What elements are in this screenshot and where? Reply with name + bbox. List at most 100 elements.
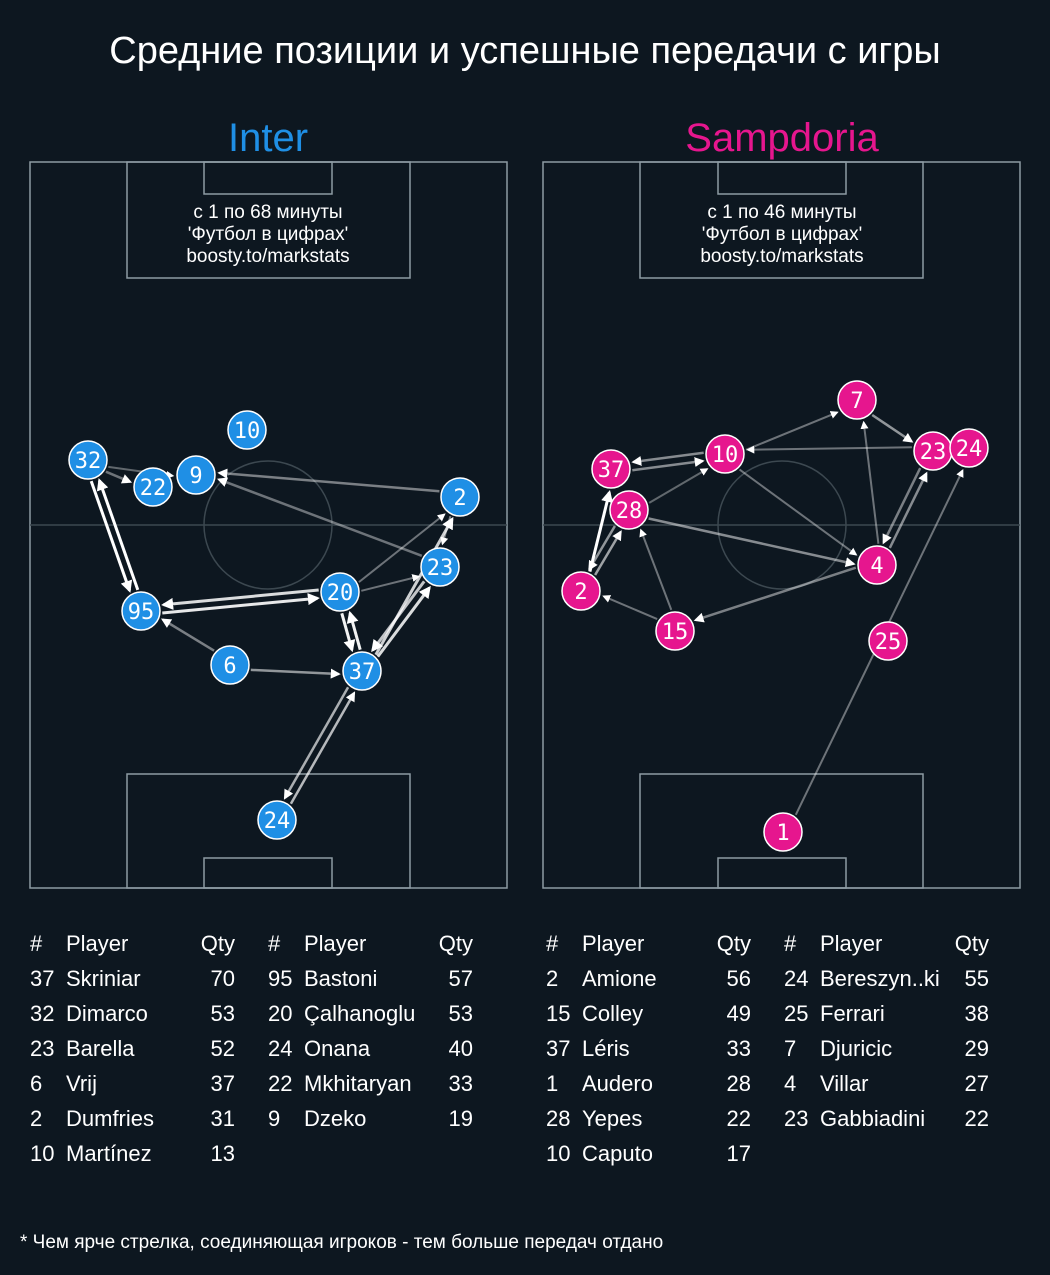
pass-arrow bbox=[340, 612, 356, 653]
player-number: 32 bbox=[30, 1001, 55, 1026]
player-marker bbox=[655, 611, 695, 651]
player-node: 95 bbox=[121, 591, 161, 631]
player-marker bbox=[561, 571, 601, 611]
player-number: 10 bbox=[30, 1141, 55, 1166]
player-number: 23 bbox=[30, 1036, 55, 1061]
info-line-sampdoria: 'Футбол в цифрах' bbox=[702, 224, 862, 245]
player-number: 22 bbox=[268, 1071, 293, 1096]
player-name: Amione bbox=[582, 966, 657, 991]
player-number-label: 10 bbox=[234, 419, 261, 444]
header-qty: Qty bbox=[200, 931, 235, 956]
table-row: 32 Dimarco 53 bbox=[30, 1000, 235, 1035]
player-number: 15 bbox=[546, 1001, 571, 1026]
pass-quantity: 28 bbox=[726, 1071, 751, 1096]
player-number-label: 6 bbox=[223, 654, 236, 679]
player-marker bbox=[705, 434, 745, 474]
player-number-label: 15 bbox=[662, 620, 689, 645]
table-row: 28 Yepes 22 bbox=[546, 1105, 751, 1140]
player-name: Caputo bbox=[582, 1141, 653, 1166]
header-player: Player bbox=[66, 931, 129, 956]
player-node: 28 bbox=[609, 490, 649, 530]
player-number: 23 bbox=[784, 1106, 809, 1131]
player-number-label: 32 bbox=[75, 449, 102, 474]
header-player: Player bbox=[820, 931, 883, 956]
pass-quantity: 57 bbox=[448, 966, 473, 991]
pass-quantity: 22 bbox=[726, 1106, 751, 1131]
player-name: Bereszyn..ki bbox=[820, 966, 940, 991]
table-row: 1 Audero 28 bbox=[546, 1070, 751, 1105]
player-number-label: 2 bbox=[453, 486, 466, 511]
player-marker bbox=[342, 651, 382, 691]
player-marker bbox=[949, 428, 989, 468]
pass-quantity: 31 bbox=[210, 1106, 235, 1131]
player-number: 24 bbox=[784, 966, 809, 991]
table-row: 20 Çalhanoglu 53 bbox=[268, 1000, 473, 1035]
player-marker bbox=[868, 621, 908, 661]
player-node: 24 bbox=[949, 428, 989, 468]
player-number-label: 37 bbox=[598, 458, 625, 483]
player-marker bbox=[763, 812, 803, 852]
pass-arrow bbox=[440, 515, 452, 546]
player-name: Dumfries bbox=[66, 1106, 155, 1131]
player-node: 2 bbox=[440, 477, 480, 517]
table-row: 95 Bastoni 57 bbox=[268, 965, 473, 1000]
pass-table-inter-col2: # Player Qty 95 Bastoni 57 20 Çalhanoglu 53 24… bbox=[268, 930, 473, 1140]
player-number-label: 28 bbox=[616, 499, 643, 524]
player-name: Mkhitaryan bbox=[304, 1071, 412, 1096]
pass-arrow bbox=[648, 468, 709, 504]
player-number: 10 bbox=[546, 1141, 571, 1166]
player-node: 37 bbox=[342, 651, 382, 691]
pass-arrow bbox=[888, 471, 928, 549]
player-name: Vrij bbox=[66, 1071, 97, 1096]
pass-arrow bbox=[96, 478, 140, 591]
pass-arrow bbox=[745, 411, 839, 451]
header-qty: Qty bbox=[716, 931, 751, 956]
player-marker bbox=[210, 645, 250, 685]
player-marker bbox=[257, 800, 297, 840]
player-node: 9 bbox=[176, 455, 216, 495]
player-node: 10 bbox=[705, 434, 745, 474]
player-number-label: 95 bbox=[128, 600, 155, 625]
pass-quantity: 40 bbox=[448, 1036, 473, 1061]
table-row: 23 Gabbiadini 22 bbox=[784, 1105, 989, 1140]
pass-arrow bbox=[217, 477, 423, 557]
pass-arrow bbox=[346, 610, 362, 651]
table-row: 15 Colley 49 bbox=[546, 1000, 751, 1035]
player-number-label: 9 bbox=[189, 464, 202, 489]
player-number: 4 bbox=[784, 1071, 797, 1096]
player-node: 7 bbox=[837, 380, 877, 420]
table-row: 37 Léris 33 bbox=[546, 1035, 751, 1070]
pass-arrow bbox=[746, 445, 912, 454]
player-marker bbox=[420, 547, 460, 587]
table-header-row: # Player Qty bbox=[30, 930, 235, 965]
pass-arrow bbox=[361, 574, 421, 592]
pitch-diagram: с 1 по 68 минуты 'Футбол в цифрах' boost… bbox=[29, 161, 1021, 889]
pass-arrow bbox=[693, 566, 857, 623]
table-row: 9 Dzeko 19 bbox=[268, 1105, 473, 1140]
player-number: 95 bbox=[268, 966, 293, 991]
player-marker bbox=[857, 545, 897, 585]
pass-arrow bbox=[632, 457, 705, 472]
pass-arrow bbox=[283, 686, 350, 800]
player-number: 37 bbox=[546, 1036, 571, 1061]
table-row: 4 Villar 27 bbox=[784, 1070, 989, 1105]
pass-arrow bbox=[648, 517, 856, 568]
player-number-label: 10 bbox=[712, 443, 739, 468]
player-number-label: 24 bbox=[264, 809, 291, 834]
pass-table-inter-col1: # Player Qty 37 Skriniar 70 32 Dimarco 53 23 Ba… bbox=[30, 930, 235, 1175]
player-number: 2 bbox=[546, 966, 559, 991]
goal-box-bottom-sampdoria bbox=[717, 857, 847, 889]
player-node: 2 bbox=[561, 571, 601, 611]
player-number-label: 7 bbox=[850, 389, 863, 414]
player-name: Bastoni bbox=[304, 966, 378, 991]
player-number-label: 24 bbox=[956, 437, 983, 462]
pass-quantity: 52 bbox=[210, 1036, 235, 1061]
pass-arrow bbox=[871, 413, 914, 443]
pass-arrow bbox=[289, 691, 356, 805]
table-row: 7 Djuricic 29 bbox=[784, 1035, 989, 1070]
player-node: 37 bbox=[591, 449, 631, 489]
player-marker bbox=[68, 440, 108, 480]
player-node: 23 bbox=[420, 547, 460, 587]
player-number-label: 1 bbox=[776, 821, 789, 846]
player-name: Djuricic bbox=[820, 1036, 893, 1061]
